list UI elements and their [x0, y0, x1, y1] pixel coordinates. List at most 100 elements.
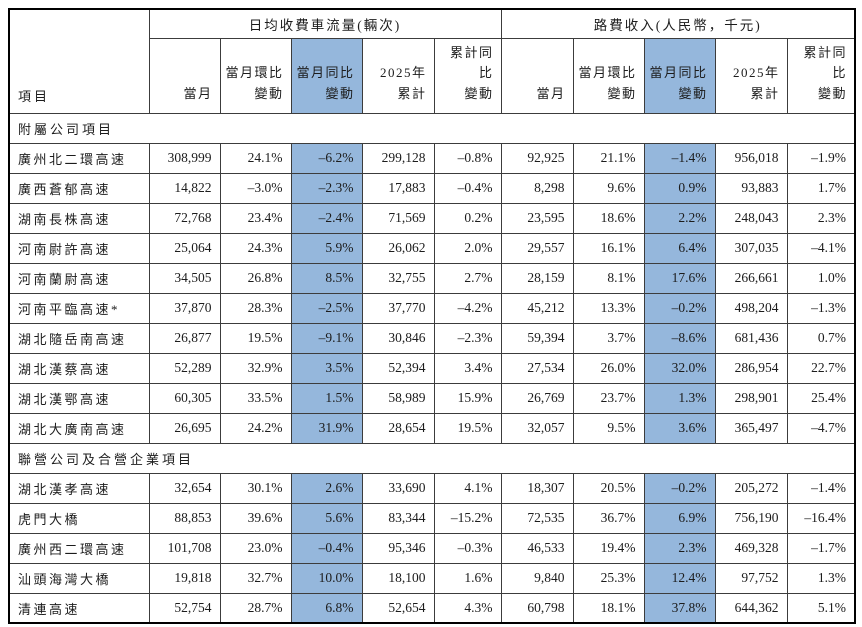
revenue-ytd-2025-cell: 266,661 — [714, 262, 788, 294]
traffic-yoy-change-cell: 5.6% — [290, 502, 363, 534]
traffic-yoy-change-cell: 2.6% — [290, 472, 363, 504]
table-row: 湖北漢孝高速 32,654 30.1% 2.6% 33,690 4.1% 18,307 20.… — [8, 472, 856, 504]
revenue-current-cell: 9,840 — [500, 562, 574, 594]
revenue-current-cell: 72,535 — [500, 502, 574, 534]
traffic-ytd-2025-cell: 28,654 — [361, 412, 435, 444]
revenue-current-cell: 29,557 — [500, 232, 574, 264]
traffic-current-cell: 32,654 — [148, 472, 221, 504]
traffic-mom-change-cell: 28.7% — [219, 592, 292, 624]
revenue-yoy-change-cell: –0.2% — [643, 472, 716, 504]
traffic-current-cell: 52,754 — [148, 592, 221, 624]
traffic-mom-change-cell: 24.1% — [219, 142, 292, 174]
traffic-ytd-yoy-change-cell: 19.5% — [433, 412, 502, 444]
revenue-ytd-yoy-change-cell: 22.7% — [786, 352, 856, 384]
revenue-mom-change-cell: 23.7% — [572, 382, 645, 414]
traffic-mom-change-cell: 24.3% — [219, 232, 292, 264]
revenue-ytd-2025-cell: 365,497 — [714, 412, 788, 444]
revenue-yoy-change-cell: 6.4% — [643, 232, 716, 264]
traffic-ytd-yoy-change-cell: 0.2% — [433, 202, 502, 234]
revenue-ytd-2025-cell: 756,190 — [714, 502, 788, 534]
project-name-cell: 清連高速 — [8, 592, 150, 624]
revenue-ytd-yoy-change-cell: –1.9% — [786, 142, 856, 174]
traffic-ytd-2025-cell: 26,062 — [361, 232, 435, 264]
revenue-yoy-change-cell: 0.9% — [643, 172, 716, 204]
table-row: 河南平臨高速* 37,870 28.3% –2.5% 37,770 –4.2% 45,212… — [8, 292, 856, 324]
traffic-yoy-change-cell: –2.4% — [290, 202, 363, 234]
traffic-subheader-ytd-yoy-change: 累計同比 變動 — [433, 37, 502, 114]
revenue-current-cell: 59,394 — [500, 322, 574, 354]
toll-data-table: 項目 日均收費車流量(輛次) 路費收入(人民幣，千元) 當月 當月環比 變動 當月同… — [8, 8, 857, 625]
traffic-mom-change-cell: 28.3% — [219, 292, 292, 324]
traffic-mom-change-cell: 23.0% — [219, 532, 292, 564]
traffic-ytd-yoy-change-cell: –0.8% — [433, 142, 502, 174]
revenue-ytd-yoy-change-cell: –1.7% — [786, 532, 856, 564]
revenue-yoy-change-cell: –1.4% — [643, 142, 716, 174]
revenue-yoy-change-cell: 2.2% — [643, 202, 716, 234]
traffic-ytd-yoy-change-cell: 4.3% — [433, 592, 502, 624]
traffic-mom-change-cell: 30.1% — [219, 472, 292, 504]
traffic-yoy-change-cell: –0.4% — [290, 532, 363, 564]
revenue-ytd-2025-cell: 307,035 — [714, 232, 788, 264]
table-row: 河南蘭尉高速 34,505 26.8% 8.5% 32,755 2.7% 28,159 8.1… — [8, 262, 856, 294]
traffic-ytd-2025-cell: 32,755 — [361, 262, 435, 294]
table-row: 廣州西二環高速 101,708 23.0% –0.4% 95,346 –0.3% 46,53… — [8, 532, 856, 564]
traffic-yoy-change-cell: –6.2% — [290, 142, 363, 174]
revenue-group-header: 路費收入(人民幣，千元) — [500, 8, 856, 39]
revenue-mom-change-cell: 19.4% — [572, 532, 645, 564]
project-name-cell: 廣西蒼郁高速 — [8, 172, 150, 204]
table-row: 湖北隨岳南高速 26,877 19.5% –9.1% 30,846 –2.3% 59,394… — [8, 322, 856, 354]
traffic-subheader-current: 當月 — [148, 37, 221, 114]
traffic-yoy-change-cell: 8.5% — [290, 262, 363, 294]
traffic-current-cell: 25,064 — [148, 232, 221, 264]
revenue-current-cell: 92,925 — [500, 142, 574, 174]
revenue-ytd-2025-cell: 248,043 — [714, 202, 788, 234]
table-row: 湖南長株高速 72,768 23.4% –2.4% 71,569 0.2% 23,595 18… — [8, 202, 856, 234]
project-column-header: 項目 — [8, 8, 150, 114]
project-name-cell: 虎門大橋 — [8, 502, 150, 534]
project-name-cell: 廣州北二環高速 — [8, 142, 150, 174]
revenue-ytd-yoy-change-cell: 2.3% — [786, 202, 856, 234]
traffic-ytd-2025-cell: 71,569 — [361, 202, 435, 234]
revenue-ytd-2025-cell: 681,436 — [714, 322, 788, 354]
revenue-yoy-change-cell: 3.6% — [643, 412, 716, 444]
revenue-ytd-2025-cell: 97,752 — [714, 562, 788, 594]
revenue-mom-change-cell: 36.7% — [572, 502, 645, 534]
revenue-mom-change-cell: 8.1% — [572, 262, 645, 294]
traffic-current-cell: 308,999 — [148, 142, 221, 174]
traffic-current-cell: 26,695 — [148, 412, 221, 444]
revenue-yoy-change-cell: 12.4% — [643, 562, 716, 594]
traffic-mom-change-cell: 32.7% — [219, 562, 292, 594]
revenue-ytd-yoy-change-cell: –4.1% — [786, 232, 856, 264]
traffic-ytd-2025-cell: 52,394 — [361, 352, 435, 384]
traffic-yoy-change-cell: –2.3% — [290, 172, 363, 204]
traffic-current-cell: 14,822 — [148, 172, 221, 204]
revenue-current-cell: 26,769 — [500, 382, 574, 414]
traffic-ytd-yoy-change-cell: –4.2% — [433, 292, 502, 324]
table-row: 清連高速 52,754 28.7% 6.8% 52,654 4.3% 60,798 18.1%… — [8, 592, 856, 624]
revenue-mom-change-cell: 16.1% — [572, 232, 645, 264]
revenue-ytd-2025-cell: 298,901 — [714, 382, 788, 414]
traffic-ytd-2025-cell: 37,770 — [361, 292, 435, 324]
traffic-mom-change-cell: 24.2% — [219, 412, 292, 444]
revenue-mom-change-cell: 18.6% — [572, 202, 645, 234]
revenue-current-cell: 28,159 — [500, 262, 574, 294]
traffic-ytd-2025-cell: 299,128 — [361, 142, 435, 174]
traffic-mom-change-cell: 26.8% — [219, 262, 292, 294]
revenue-yoy-change-cell: 37.8% — [643, 592, 716, 624]
revenue-mom-change-cell: 13.3% — [572, 292, 645, 324]
revenue-yoy-change-cell: –0.2% — [643, 292, 716, 324]
revenue-current-cell: 18,307 — [500, 472, 574, 504]
revenue-ytd-yoy-change-cell: –16.4% — [786, 502, 856, 534]
table-row: 湖北漢蔡高速 52,289 32.9% 3.5% 52,394 3.4% 27,534 26.… — [8, 352, 856, 384]
group-header-row: 項目 日均收費車流量(輛次) 路費收入(人民幣，千元) — [8, 8, 856, 114]
project-name-cell: 湖南長株高速 — [8, 202, 150, 234]
traffic-yoy-change-cell: 10.0% — [290, 562, 363, 594]
traffic-ytd-yoy-change-cell: 4.1% — [433, 472, 502, 504]
revenue-subheader-yoy-change: 當月同比 變動 — [643, 37, 716, 114]
traffic-ytd-yoy-change-cell: –2.3% — [433, 322, 502, 354]
traffic-ytd-2025-cell: 95,346 — [361, 532, 435, 564]
traffic-current-cell: 37,870 — [148, 292, 221, 324]
revenue-current-cell: 32,057 — [500, 412, 574, 444]
revenue-current-cell: 23,595 — [500, 202, 574, 234]
